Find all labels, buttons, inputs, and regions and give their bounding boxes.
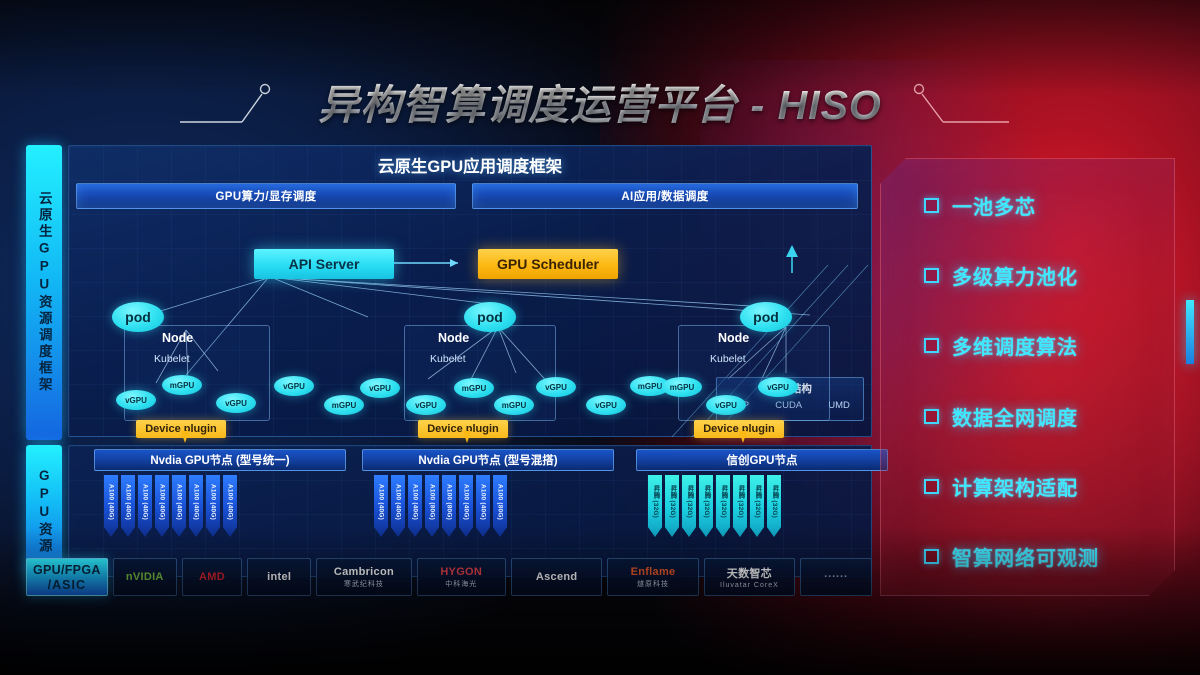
slide-canvas: 异构智算调度运营平台 - HISO 云原生GPU资源调度框架 GPU资源 云原生… — [0, 0, 1200, 675]
vignette-overlay — [0, 0, 1200, 675]
